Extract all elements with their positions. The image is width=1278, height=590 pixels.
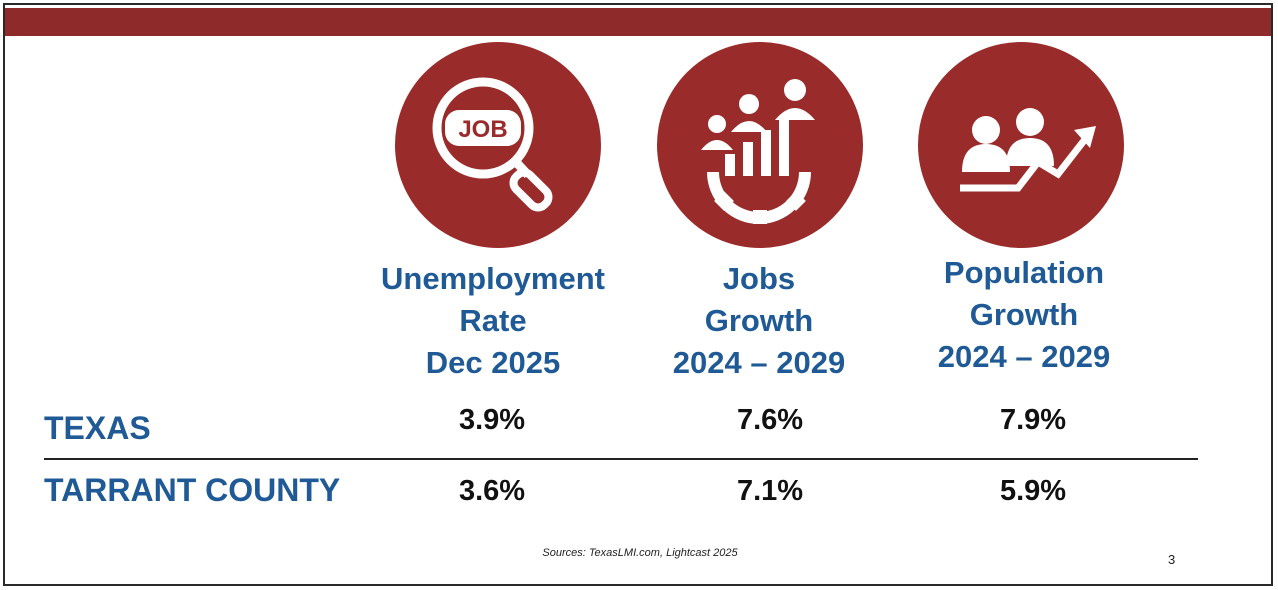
- col-heading-line: 2024 – 2029: [937, 339, 1111, 374]
- top-banner: [5, 8, 1271, 36]
- population-growth-icon: [918, 42, 1124, 248]
- row-divider: [44, 458, 1198, 460]
- value-texas-population-growth: 7.9%: [999, 404, 1067, 436]
- col-heading-unemployment: Unemployment Rate Dec 2025: [343, 258, 643, 384]
- col-heading-line: Dec 2025: [425, 345, 561, 380]
- jobs-growth-icon: [657, 42, 863, 248]
- job-search-icon: JOB: [395, 42, 601, 248]
- page-number: 3: [1168, 552, 1176, 567]
- value-tarrant-jobs-growth: 7.1%: [736, 475, 804, 507]
- col-heading-line: Jobs: [722, 261, 796, 296]
- row-label-tarrant-county: TARRANT COUNTY: [44, 472, 341, 508]
- value-texas-unemployment: 3.9%: [458, 404, 526, 436]
- col-heading-line: Rate: [459, 303, 527, 338]
- sources-note: Sources: TexasLMI.com, Lightcast 2025: [542, 547, 738, 559]
- value-texas-jobs-growth: 7.6%: [736, 404, 804, 436]
- col-heading-line: Population: [943, 255, 1105, 290]
- col-heading-jobs-growth: Jobs Growth 2024 – 2029: [609, 258, 909, 384]
- col-heading-line: 2024 – 2029: [672, 345, 846, 380]
- col-heading-population-growth: Population Growth 2024 – 2029: [874, 252, 1174, 378]
- col-heading-line: Unemployment: [381, 261, 605, 296]
- row-label-texas: TEXAS: [44, 410, 151, 446]
- value-tarrant-unemployment: 3.6%: [458, 475, 526, 507]
- col-heading-line: Growth: [704, 303, 814, 338]
- col-heading-line: Growth: [969, 297, 1079, 332]
- job-icon-text: JOB: [458, 116, 507, 143]
- value-tarrant-population-growth: 5.9%: [999, 475, 1067, 507]
